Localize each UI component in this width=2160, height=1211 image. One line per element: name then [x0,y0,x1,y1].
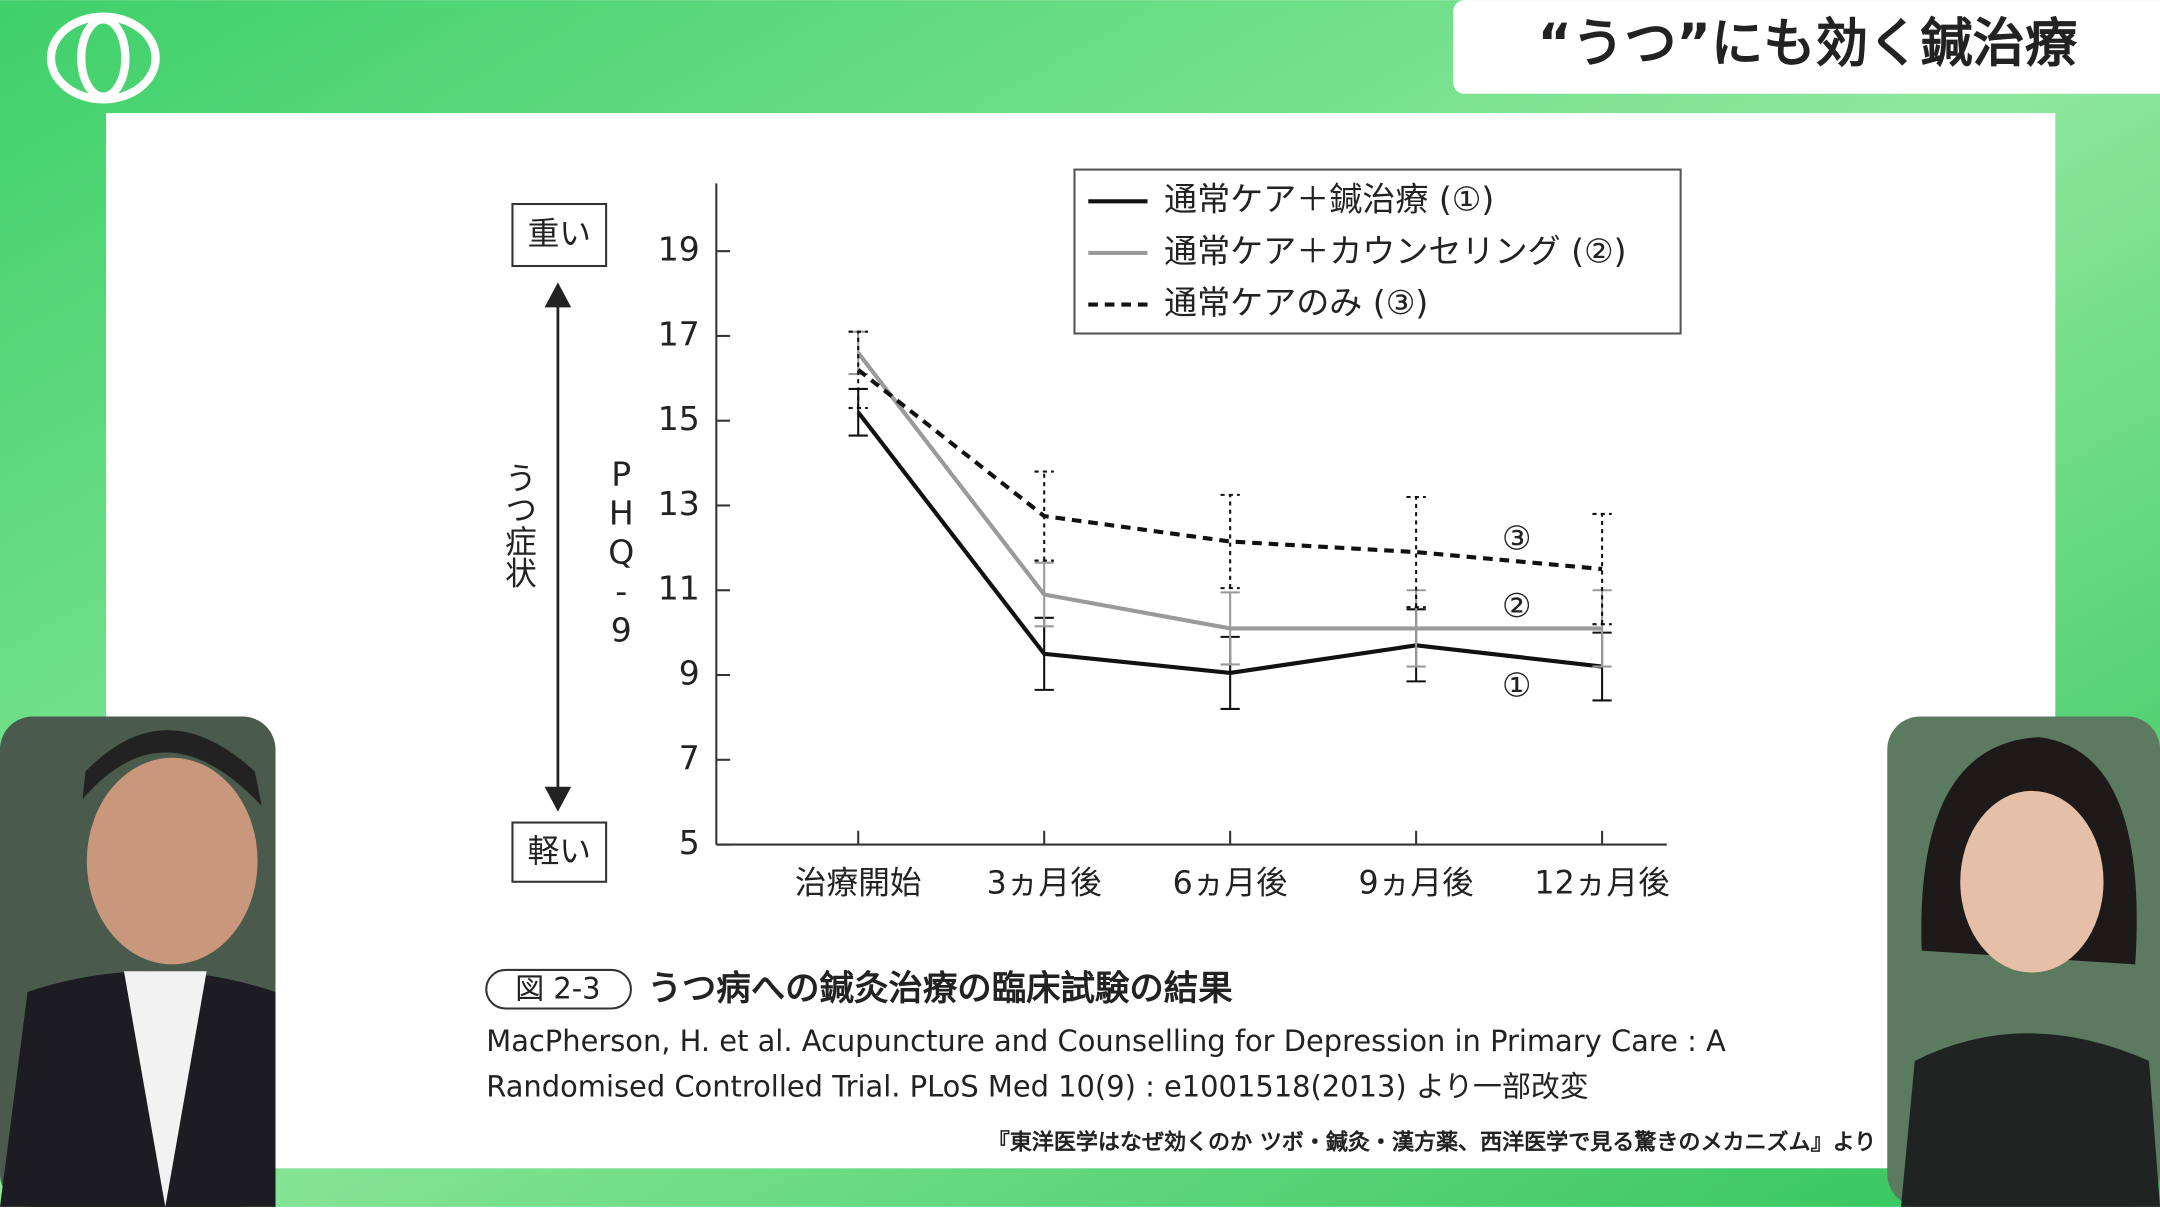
logo [46,12,160,104]
bottom-label: 軽い [528,834,591,870]
series-line [856,368,1603,572]
chart: 5 7 9 11 13 15 17 19 治療開始 3ヵ月後 6ヵ月後 9ヵ月後 12ヵ月後 ① ② ③ 通常ケ… [500,168,1682,902]
series-annotation: ③ [1502,519,1532,558]
source-line: Randomised Controlled Trial. PLoS Med 10… [486,1069,1588,1103]
x-tick-label: 6ヵ月後 [1173,866,1288,902]
y-tick-label: 5 [679,823,700,862]
x-tick-label: 12ヵ月後 [1534,866,1669,902]
figure-title: うつ病への鍼灸治療の臨床試験の結果 [647,969,1233,1009]
series-annotation: ① [1502,666,1532,705]
y-tick-label: 9 [679,654,700,693]
label-box [511,821,608,883]
figure-badge [485,968,632,1010]
y-tick-label: 19 [658,230,700,269]
y-axis-title: PHQ-9 [602,455,641,650]
source-line: MacPherson, H. et al. Acupuncture and Co… [486,1024,1726,1058]
x-tick-label: 治療開始 [795,866,922,902]
top-label: 重い [528,217,591,253]
legend-label: 通常ケア＋鍼治療 (①) [1164,180,1494,219]
y-tick-label: 17 [658,314,700,353]
series-annotation: ② [1502,586,1532,625]
x-tick-label: 9ヵ月後 [1359,866,1474,902]
y-tick-label: 7 [679,738,700,777]
error-bar [1592,512,1612,626]
severity-arrow [544,282,572,812]
y-tick-label: 11 [658,569,700,608]
show-title: “うつ”にも効く鍼治療 [1537,13,2077,74]
title-banner [1453,0,2160,94]
figure-number: 図 2-3 [515,972,600,1006]
legend-label: 通常ケアのみ (③) [1164,283,1428,322]
right-person [1887,716,2160,1207]
error-bar [1220,493,1240,590]
legend-box [1073,168,1682,335]
side-label: うつ症状 [500,462,536,589]
y-tick-label: 15 [658,399,700,438]
error-bar [1406,495,1426,609]
error-bar [848,330,868,410]
credit: 『東洋医学はなぜ効くのか ツボ・鍼灸・漢方薬、西洋医学で見る驚きのメカニズム』よ… [988,1130,1876,1156]
legend-label: 通常ケア＋カウンセリング (②) [1164,231,1626,270]
y-tick-label: 13 [658,484,700,523]
series-line [856,410,1603,675]
series-line [856,351,1603,631]
left-person [0,716,276,1207]
label-box [511,202,608,268]
x-tick-label: 3ヵ月後 [987,866,1102,902]
